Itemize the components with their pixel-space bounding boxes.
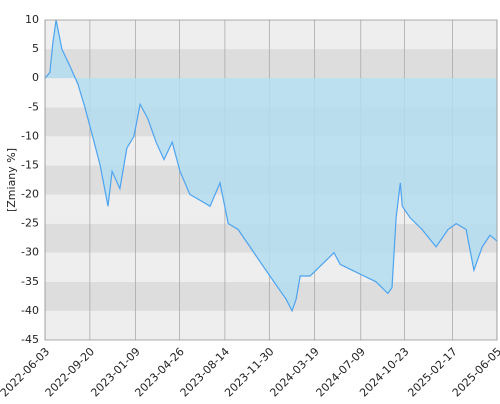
y-axis-label: [Zmiany %]: [5, 148, 18, 212]
y-tick-label: -30: [21, 246, 39, 259]
area: [45, 20, 497, 311]
y-tick-label: -40: [21, 304, 39, 317]
y-tick-label: -45: [21, 333, 39, 346]
y-tick-label: -35: [21, 275, 39, 288]
y-tick-label: -10: [21, 129, 39, 142]
band: [45, 310, 497, 340]
y-tick-label: -25: [21, 217, 39, 230]
band: [45, 20, 497, 50]
y-tick-label: 0: [32, 71, 39, 84]
line: [44, 19, 498, 313]
y-tick-label: -20: [21, 188, 39, 201]
plot-frame: [44, 19, 498, 341]
band: [45, 281, 497, 311]
y-tick-label: 10: [25, 13, 39, 26]
y-tick-label: -15: [21, 158, 39, 171]
y-tick-label: -5: [28, 100, 39, 113]
band: [45, 49, 497, 79]
y-tick-label: 5: [32, 42, 39, 55]
